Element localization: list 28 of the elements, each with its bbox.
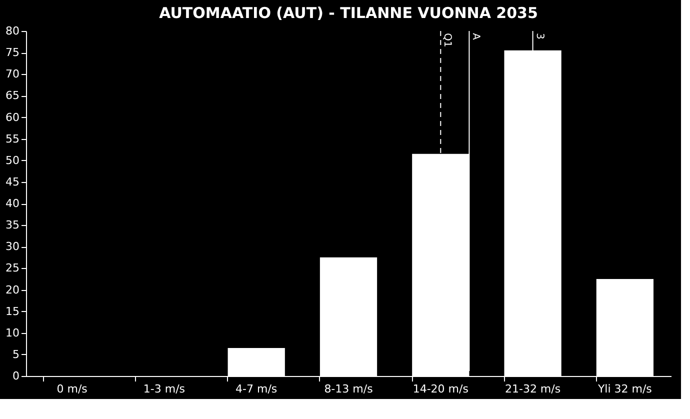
y-tick-label: 65: [6, 89, 20, 102]
ref-line-label: 3: [534, 33, 545, 40]
y-tick-label: 15: [6, 304, 20, 318]
x-tick-label: 4-7 m/s: [236, 382, 278, 396]
x-tick-label: 0 m/s: [56, 382, 88, 396]
ref-line-label: A: [470, 33, 482, 40]
y-tick-label: 45: [6, 175, 20, 188]
x-tick-label: Yli 32 m/s: [596, 382, 652, 396]
y-tick-label: 20: [6, 283, 20, 296]
y-tick-label: 75: [6, 46, 20, 60]
y-tick-label: 25: [6, 262, 20, 275]
y-tick-label: 5: [12, 348, 20, 361]
y-tick-label: 55: [6, 132, 20, 146]
y-tick-label: 0: [12, 370, 20, 382]
y-tick-label: 40: [6, 197, 20, 210]
x-tick-label: 8-13 m/s: [324, 382, 374, 396]
x-tick-label: 21-32 m/s: [504, 382, 561, 396]
ref-line-label: Q1: [442, 33, 453, 48]
y-tick-label: 35: [6, 218, 20, 232]
y-tick-label: 10: [6, 326, 20, 340]
y-tick-label: 30: [6, 240, 20, 254]
y-tick-label: 60: [6, 110, 20, 124]
y-tick-label: 80: [6, 24, 20, 38]
chart-title: AUTOMAATIO (AUT) - TILANNE VUONNA 2035: [159, 4, 538, 22]
y-tick-label: 50: [6, 154, 20, 167]
x-tick-label: 1-3 m/s: [143, 382, 186, 396]
y-tick-label: 70: [6, 68, 20, 81]
x-tick-label: 14-20 m/s: [412, 382, 469, 396]
